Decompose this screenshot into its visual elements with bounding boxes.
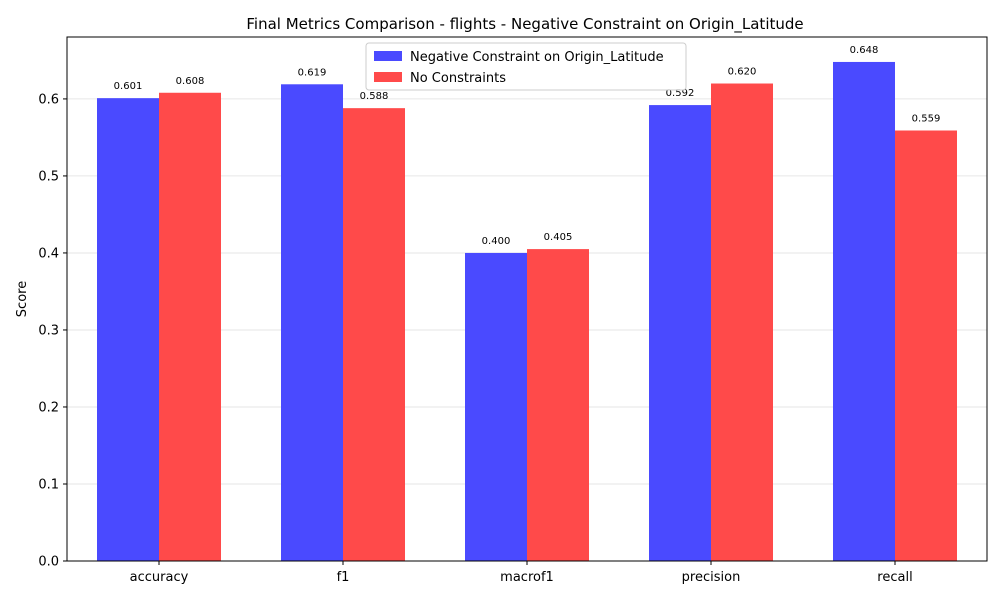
data-label: 0.559 [912,113,941,124]
y-tick-label: 0.4 [38,246,59,261]
data-labels: 0.601 0.608 0.619 0.588 0.400 0.405 0.592 0.620… [114,45,941,247]
x-tick-label: f1 [337,570,350,585]
data-label: 0.608 [176,76,205,87]
plot-frame [66,36,988,562]
data-label: 0.620 [728,67,757,78]
x-tick-label: recall [877,570,912,585]
legend-swatch [374,51,402,61]
y-tick-label: 0.0 [38,555,59,570]
x-tick-label: macrof1 [500,570,554,585]
legend-swatch [374,72,402,82]
axes: 0.0 0.1 0.2 0.3 0.4 0.5 0.6 accuracy f1 macrof1 pr… [38,36,988,585]
bar [97,98,159,561]
bar [343,108,405,561]
y-tick-label: 0.1 [38,477,59,492]
y-tick-label: 0.5 [38,169,59,184]
bar [527,249,589,561]
x-tick-label: precision [682,570,741,585]
x-tick-label: accuracy [130,570,189,585]
data-label: 0.619 [298,67,327,78]
bar [159,92,221,562]
data-label: 0.588 [360,91,389,102]
data-label: 0.601 [114,81,143,92]
data-label: 0.405 [544,232,573,243]
data-label: 0.592 [666,88,695,99]
bar [281,84,343,561]
legend-label: No Constraints [410,71,506,86]
legend-label: Negative Constraint on Origin_Latitude [410,50,664,65]
bar [895,130,957,561]
bar [465,252,527,561]
y-tick-label: 0.3 [38,323,59,338]
bars [97,61,957,562]
data-label: 0.648 [850,45,879,56]
bar [833,61,895,561]
chart-title: Final Metrics Comparison - flights - Neg… [246,15,803,34]
legend-box [365,42,687,91]
legend: Negative Constraint on Origin_Latitude No… [365,42,687,91]
bar [711,83,773,561]
data-label: 0.400 [482,236,511,247]
y-tick-label: 0.6 [38,92,59,107]
y-tick-label: 0.2 [38,400,59,415]
y-axis-label: Score [15,281,30,317]
bar [649,105,711,561]
